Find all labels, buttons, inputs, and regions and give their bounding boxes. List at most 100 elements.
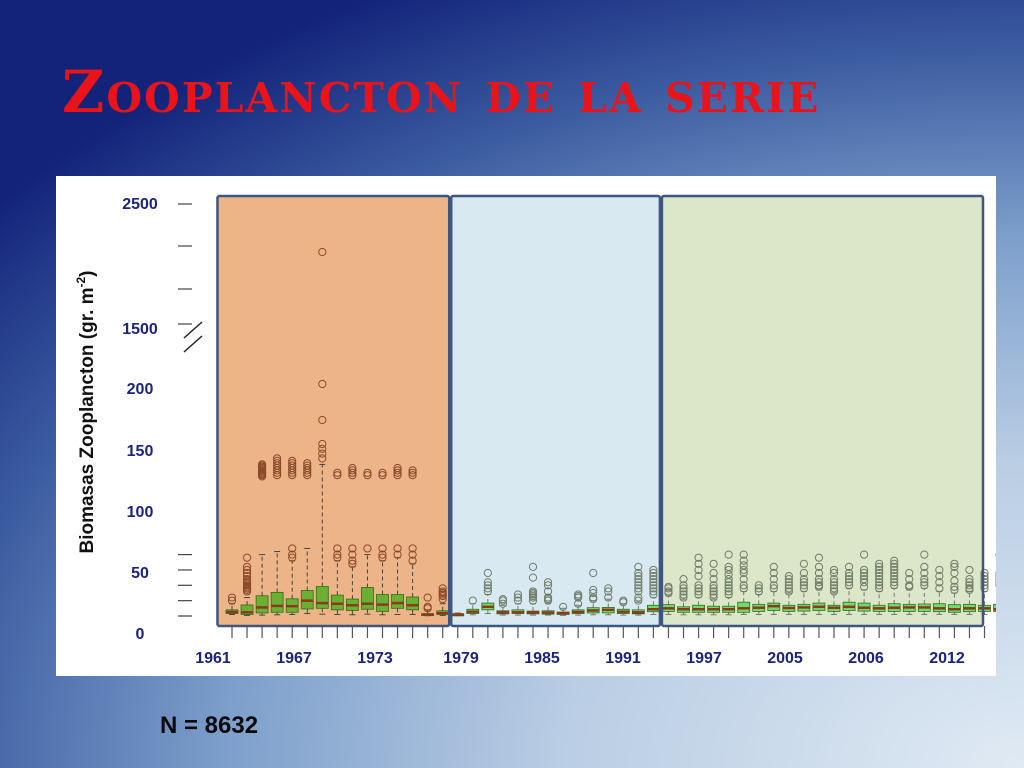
outlier-point <box>333 468 342 477</box>
outlier-point <box>844 575 854 584</box>
y-tick-label: 2500 <box>122 196 158 213</box>
outlier-point <box>980 578 989 587</box>
outlier-point <box>288 456 297 465</box>
boxplot-35 <box>737 550 751 615</box>
outlier-point <box>709 584 718 593</box>
boxplot-38 <box>782 571 796 615</box>
y-tick-label: 100 <box>127 504 154 521</box>
outlier-point <box>604 593 613 602</box>
outlier-point <box>920 575 929 584</box>
x-tick-label: 1997 <box>686 650 722 667</box>
y-axis-label-superscript: -2 <box>74 276 88 287</box>
outlier-point <box>619 596 628 605</box>
outlier-point <box>935 565 944 575</box>
boxplot-15 <box>436 584 450 616</box>
outlier-point <box>980 568 989 578</box>
outlier-point <box>709 587 718 596</box>
boxplot-23 <box>556 602 570 616</box>
outlier-point <box>649 571 658 581</box>
outlier-point <box>513 593 523 602</box>
outlier-point <box>890 562 899 571</box>
outlier-point <box>754 584 763 593</box>
outlier-point <box>709 581 718 590</box>
outlier-point <box>814 578 824 587</box>
outlier-point <box>890 568 899 578</box>
outlier-point <box>303 461 312 470</box>
outlier-point <box>318 379 327 389</box>
outlier-point <box>348 463 357 473</box>
boxplot-36 <box>752 581 766 615</box>
period-border <box>449 194 662 628</box>
outlier-point <box>814 581 824 590</box>
outlier-point <box>739 556 748 565</box>
y-axis-label-suffix: ) <box>77 270 98 276</box>
period-background <box>450 196 661 626</box>
box-iqr <box>240 604 254 615</box>
outlier-point <box>543 587 553 596</box>
outlier-point <box>513 596 523 605</box>
outlier-point <box>724 562 733 571</box>
slide-title: Zooplancton de la serie <box>62 58 821 126</box>
boxplot-51 <box>978 568 991 615</box>
boxplot-7 <box>315 247 329 615</box>
box-iqr <box>376 594 389 612</box>
outlier-point <box>483 584 492 593</box>
outlier-point <box>679 593 688 602</box>
outlier-point <box>784 581 793 590</box>
boxplot-1 <box>225 593 239 615</box>
boxplot-14 <box>421 593 435 617</box>
x-tick-label: 1979 <box>443 650 479 667</box>
boxplot-21 <box>526 562 540 616</box>
axis-break-mark <box>183 335 203 353</box>
outlier-point <box>829 581 839 590</box>
x-tick-label: 1961 <box>195 650 231 667</box>
outlier-point <box>649 584 658 593</box>
boxplot-4 <box>270 454 284 616</box>
x-tick-label: 1967 <box>276 650 312 667</box>
outlier-point <box>890 559 899 568</box>
outlier-point <box>348 468 357 477</box>
outlier-point <box>242 562 252 571</box>
outlier-point <box>694 565 703 575</box>
outlier-point <box>875 559 884 568</box>
boxplot-46 <box>902 568 916 615</box>
outlier-point <box>739 550 748 559</box>
boxplot-19 <box>496 595 510 616</box>
outlier-point <box>799 584 809 593</box>
boxplot-26 <box>601 584 615 616</box>
outlier-point <box>769 568 778 578</box>
outlier-point <box>920 550 929 559</box>
outlier-point <box>649 575 658 584</box>
outlier-point <box>468 596 477 605</box>
outlier-point <box>769 575 778 584</box>
outlier-point <box>875 571 884 581</box>
outlier-point <box>679 575 688 584</box>
boxplot-3 <box>255 460 269 616</box>
outlier-point <box>814 562 824 571</box>
y-tick-label: 150 <box>127 443 154 460</box>
outlier-point <box>739 565 748 575</box>
outlier-point <box>799 568 809 578</box>
outlier-point <box>513 590 523 599</box>
outlier-point <box>528 573 538 582</box>
outlier-point <box>634 596 643 605</box>
boxplot-39 <box>797 559 811 615</box>
outlier-point <box>333 544 342 553</box>
outlier-point <box>273 456 282 465</box>
outlier-point <box>709 559 718 568</box>
outlier-point <box>408 544 417 553</box>
outlier-point <box>543 593 553 602</box>
x-tick-label: 2006 <box>848 650 884 667</box>
outlier-point <box>649 587 658 596</box>
outlier-point <box>393 468 402 477</box>
box-iqr <box>270 591 284 613</box>
outlier-point <box>769 584 778 593</box>
outlier-point <box>875 584 884 593</box>
outlier-point <box>875 562 884 571</box>
boxplot-45 <box>887 556 901 615</box>
outlier-point <box>378 553 387 562</box>
boxplot-18 <box>481 568 495 615</box>
outlier-point <box>860 568 869 578</box>
outlier-point <box>814 568 824 578</box>
outlier-point <box>438 587 447 596</box>
